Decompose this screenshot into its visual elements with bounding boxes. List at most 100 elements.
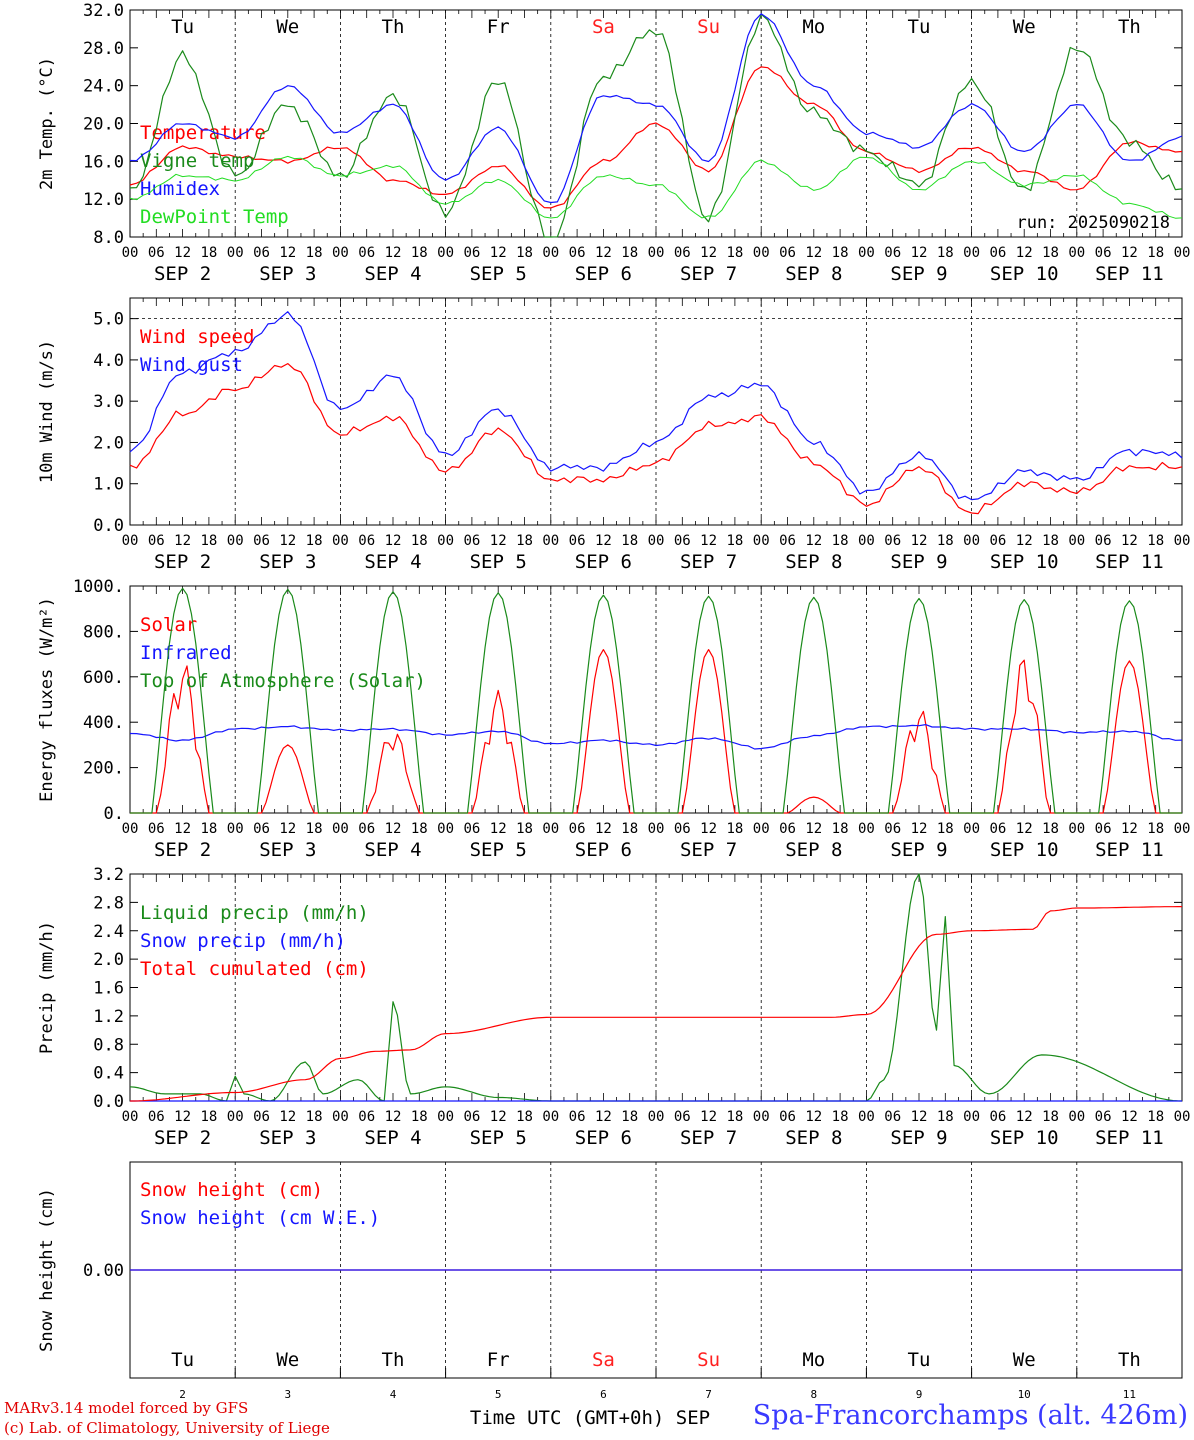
hour-tick-label: 00 — [122, 245, 139, 261]
date-label: SEP 8 — [785, 263, 842, 285]
hour-tick-label: 00 — [648, 533, 665, 549]
y-tick-label: 2.0 — [93, 433, 124, 453]
weekday-label: We — [276, 16, 299, 38]
series-dewpoint-temp — [129, 155, 1183, 219]
weekday-label: Th — [1118, 1349, 1141, 1371]
hour-tick-label: 00 — [542, 245, 559, 261]
hour-tick-label: 18 — [516, 1109, 533, 1125]
hour-tick-label: 00 — [753, 821, 770, 837]
y-tick-label: 0. — [104, 804, 124, 824]
y-tick-label: 28.0 — [83, 39, 124, 59]
hour-tick-label: 12 — [700, 821, 717, 837]
date-label: SEP 6 — [575, 551, 632, 573]
hour-tick-label: 18 — [621, 821, 638, 837]
date-label: SEP 3 — [259, 839, 316, 861]
hour-tick-label: 06 — [148, 533, 165, 549]
hour-tick-label: 00 — [227, 245, 244, 261]
day-number-label: 8 — [810, 1388, 817, 1401]
hour-tick-label: 12 — [490, 245, 507, 261]
y-tick-label: 2.0 — [93, 950, 124, 970]
hour-tick-label: 12 — [490, 533, 507, 549]
date-label: SEP 10 — [990, 839, 1059, 861]
hour-tick-label: 12 — [911, 245, 928, 261]
date-label: SEP 9 — [890, 551, 947, 573]
hour-tick-label: 06 — [884, 245, 901, 261]
weekday-label: Tu — [171, 1349, 194, 1371]
y-tick-label: 0.4 — [93, 1064, 124, 1084]
hour-tick-label: 18 — [411, 533, 428, 549]
series-top-of-atmosphere-solar — [130, 587, 1182, 814]
hour-tick-label: 12 — [385, 533, 402, 549]
hour-tick-label: 18 — [516, 821, 533, 837]
hour-tick-label: 00 — [753, 533, 770, 549]
hour-tick-label: 00 — [437, 245, 454, 261]
hour-tick-label: 06 — [569, 821, 586, 837]
hour-tick-label: 12 — [1016, 533, 1033, 549]
date-label: SEP 3 — [259, 1127, 316, 1149]
weekday-label: Th — [1118, 16, 1141, 38]
hour-tick-label: 06 — [779, 1109, 796, 1125]
date-label: SEP 9 — [890, 839, 947, 861]
hour-tick-label: 12 — [385, 821, 402, 837]
hour-tick-label: 18 — [411, 1109, 428, 1125]
hour-tick-label: 18 — [306, 533, 323, 549]
weekday-label: Su — [697, 1349, 720, 1371]
weekday-label: We — [276, 1349, 299, 1371]
hour-tick-label: 06 — [148, 245, 165, 261]
hour-tick-label: 00 — [648, 821, 665, 837]
legend-total-cumulated-cm: Total cumulated (cm) — [140, 958, 369, 980]
hour-tick-label: 12 — [911, 533, 928, 549]
hour-tick-label: 18 — [832, 1109, 849, 1125]
day-number-label: 11 — [1123, 1388, 1136, 1401]
hour-tick-label: 12 — [279, 533, 296, 549]
hour-tick-label: 18 — [1042, 533, 1059, 549]
hour-tick-label: 18 — [1147, 1109, 1164, 1125]
hour-tick-label: 12 — [1121, 821, 1138, 837]
hour-tick-label: 12 — [911, 1109, 928, 1125]
hour-tick-label: 12 — [174, 245, 191, 261]
y-tick-label: 1000. — [73, 577, 124, 597]
hour-tick-label: 12 — [1121, 245, 1138, 261]
date-label: SEP 10 — [990, 1127, 1059, 1149]
hour-tick-label: 06 — [463, 245, 480, 261]
hour-tick-label: 12 — [385, 245, 402, 261]
date-label: SEP 8 — [785, 839, 842, 861]
y-axis-label: Energy fluxes (W/m²) — [37, 597, 57, 802]
date-label: SEP 3 — [259, 263, 316, 285]
hour-tick-label: 06 — [569, 1109, 586, 1125]
y-tick-label: 2.4 — [93, 922, 124, 942]
hour-tick-label: 18 — [621, 1109, 638, 1125]
series-infrared — [129, 723, 1183, 750]
date-label: SEP 2 — [154, 1127, 211, 1149]
weekday-label: Mo — [802, 16, 825, 38]
hour-tick-label: 06 — [253, 245, 270, 261]
y-tick-label: 3.2 — [93, 865, 124, 885]
legend-humidex: Humidex — [140, 178, 220, 200]
hour-tick-label: 06 — [674, 821, 691, 837]
hour-tick-label: 00 — [542, 1109, 559, 1125]
date-label: SEP 7 — [680, 1127, 737, 1149]
weekday-label: Th — [382, 16, 405, 38]
y-tick-label: 24.0 — [83, 77, 124, 97]
date-label: SEP 8 — [785, 1127, 842, 1149]
hour-tick-label: 12 — [385, 1109, 402, 1125]
y-tick-label: 0.00 — [83, 1261, 124, 1281]
y-tick-label: 1.2 — [93, 1007, 124, 1027]
date-label: SEP 7 — [680, 551, 737, 573]
date-label: SEP 7 — [680, 263, 737, 285]
hour-tick-label: 12 — [174, 1109, 191, 1125]
y-tick-label: 400. — [83, 713, 124, 733]
hour-tick-label: 06 — [989, 245, 1006, 261]
hour-tick-label: 12 — [1016, 245, 1033, 261]
date-label: SEP 5 — [470, 839, 527, 861]
hour-tick-label: 12 — [174, 821, 191, 837]
hour-tick-label: 00 — [437, 533, 454, 549]
hour-tick-label: 00 — [227, 1109, 244, 1125]
hour-tick-label: 00 — [332, 1109, 349, 1125]
hour-tick-label: 18 — [516, 245, 533, 261]
date-label: SEP 7 — [680, 839, 737, 861]
hour-tick-label: 12 — [595, 533, 612, 549]
hour-tick-label: 06 — [253, 1109, 270, 1125]
hour-tick-label: 06 — [569, 533, 586, 549]
hour-tick-label: 18 — [726, 821, 743, 837]
